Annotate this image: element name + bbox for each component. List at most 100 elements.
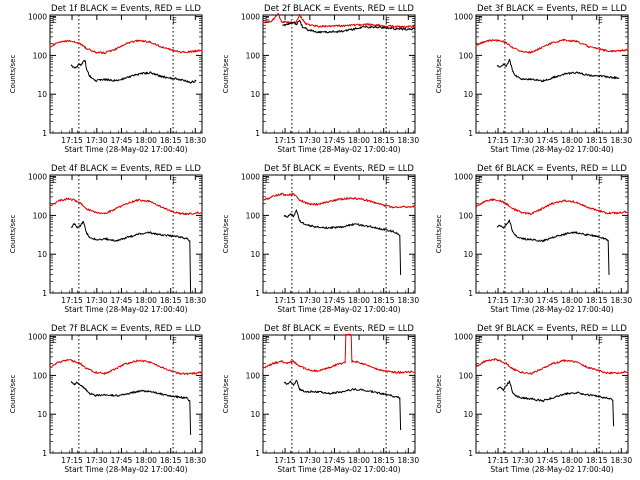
event-data-point xyxy=(329,31,331,33)
event-data-point xyxy=(505,223,507,225)
lld-data-point xyxy=(563,360,565,362)
event-data-point xyxy=(362,389,364,391)
event-marker-label: E xyxy=(598,16,603,25)
lld-data-point xyxy=(475,45,477,46)
event-data-point xyxy=(566,233,568,235)
x-tick-label: 17:45 xyxy=(324,136,346,145)
lld-data-point xyxy=(499,40,501,42)
lld-rate-line xyxy=(475,198,629,216)
event-data-point xyxy=(73,67,75,69)
event-data-point xyxy=(155,74,157,76)
x-axis-label: Start Time (28-May-02 17:00:40) xyxy=(277,145,400,154)
event-data-point xyxy=(116,395,118,397)
event-data-point xyxy=(554,236,556,238)
event-data-point xyxy=(618,77,620,79)
event-data-point xyxy=(89,75,90,77)
x-axis-label: Start Time (28-May-02 17:00:40) xyxy=(277,465,400,474)
event-data-point xyxy=(295,24,297,26)
y-tick-label: 100 xyxy=(246,211,261,220)
lld-data-point xyxy=(95,211,97,213)
event-data-point xyxy=(140,73,142,75)
lld-data-point xyxy=(49,46,51,47)
lld-data-point xyxy=(344,362,346,364)
lld-data-point xyxy=(414,206,416,207)
y-tick-label: 1000 xyxy=(454,13,473,22)
x-tick-label: 18:00 xyxy=(348,296,370,305)
lld-data-point xyxy=(292,360,294,362)
lld-data-point xyxy=(283,21,285,23)
event-data-point xyxy=(128,236,130,238)
lld-data-point xyxy=(104,52,106,54)
lld-data-point xyxy=(606,50,608,52)
chart-title: Det 9f BLACK = Events, RED = LLD xyxy=(477,324,627,334)
event-data-point xyxy=(496,65,498,66)
event-data-point xyxy=(515,75,516,77)
lld-data-point xyxy=(588,367,589,368)
lld-data-point xyxy=(104,373,106,375)
lld-data-point xyxy=(493,198,495,200)
event-marker-label: E xyxy=(385,16,390,25)
lld-data-point xyxy=(499,200,501,202)
lld-data-point xyxy=(512,368,513,370)
event-data-point xyxy=(149,232,151,234)
event-data-point xyxy=(613,425,615,427)
lld-data-point xyxy=(356,361,358,363)
lld-data-point xyxy=(551,42,553,44)
event-data-point xyxy=(609,398,611,400)
event-data-point xyxy=(149,391,151,393)
event-data-point xyxy=(86,68,87,70)
chart-title: Det 1f BLACK = Events, RED = LLD xyxy=(51,4,201,14)
event-data-point xyxy=(89,236,90,238)
event-data-point xyxy=(575,232,577,234)
lld-data-point xyxy=(530,213,532,215)
event-data-point xyxy=(289,213,291,215)
x-tick-label: 17:30 xyxy=(299,296,321,305)
event-data-point xyxy=(594,235,596,237)
corner-marker-label: E xyxy=(478,176,483,185)
event-data-point xyxy=(282,24,284,26)
event-data-point xyxy=(499,225,501,226)
event-data-point xyxy=(180,79,182,80)
event-data-point xyxy=(86,232,87,234)
event-data-point xyxy=(512,391,513,393)
lld-data-point xyxy=(289,22,291,24)
lld-data-point xyxy=(338,198,340,200)
chart-title: Det 4f BLACK = Events, RED = LLD xyxy=(51,164,201,174)
x-tick-label: 17:30 xyxy=(86,296,108,305)
lld-data-point xyxy=(95,51,97,53)
lld-data-point xyxy=(350,334,352,336)
lld-data-point xyxy=(271,363,273,365)
event-data-point xyxy=(283,214,285,216)
event-data-point xyxy=(168,235,170,237)
event-marker-label: E xyxy=(598,336,603,345)
x-tick-label: 18:30 xyxy=(610,136,632,145)
x-tick-label: 17:45 xyxy=(111,456,133,465)
lld-data-point xyxy=(530,373,532,375)
lld-data-point xyxy=(125,43,127,45)
lld-data-point xyxy=(345,334,347,336)
lld-data-point xyxy=(588,46,589,47)
lld-data-point xyxy=(317,204,319,206)
lld-data-point xyxy=(79,202,81,204)
lld-data-point xyxy=(384,370,386,372)
event-marker-label: E xyxy=(172,336,177,345)
lld-data-point xyxy=(627,371,629,373)
event-data-point xyxy=(308,225,310,226)
lld-data-point xyxy=(86,368,87,370)
event-data-point xyxy=(195,80,197,82)
event-data-point xyxy=(186,238,188,240)
x-tick-label: 17:15 xyxy=(61,136,83,145)
lld-data-point xyxy=(575,201,577,203)
lld-data-point xyxy=(351,360,353,362)
event-data-point xyxy=(299,219,300,221)
event-data-point xyxy=(603,237,605,239)
event-data-point xyxy=(512,70,513,72)
x-tick-label: 17:15 xyxy=(274,456,296,465)
event-data-point xyxy=(286,216,288,218)
event-data-point xyxy=(521,238,523,240)
event-data-point xyxy=(70,226,72,228)
event-data-point xyxy=(329,227,331,229)
y-tick-label: 1 xyxy=(42,449,47,458)
x-tick-label: 17:45 xyxy=(324,456,346,465)
lld-data-point xyxy=(189,213,191,215)
